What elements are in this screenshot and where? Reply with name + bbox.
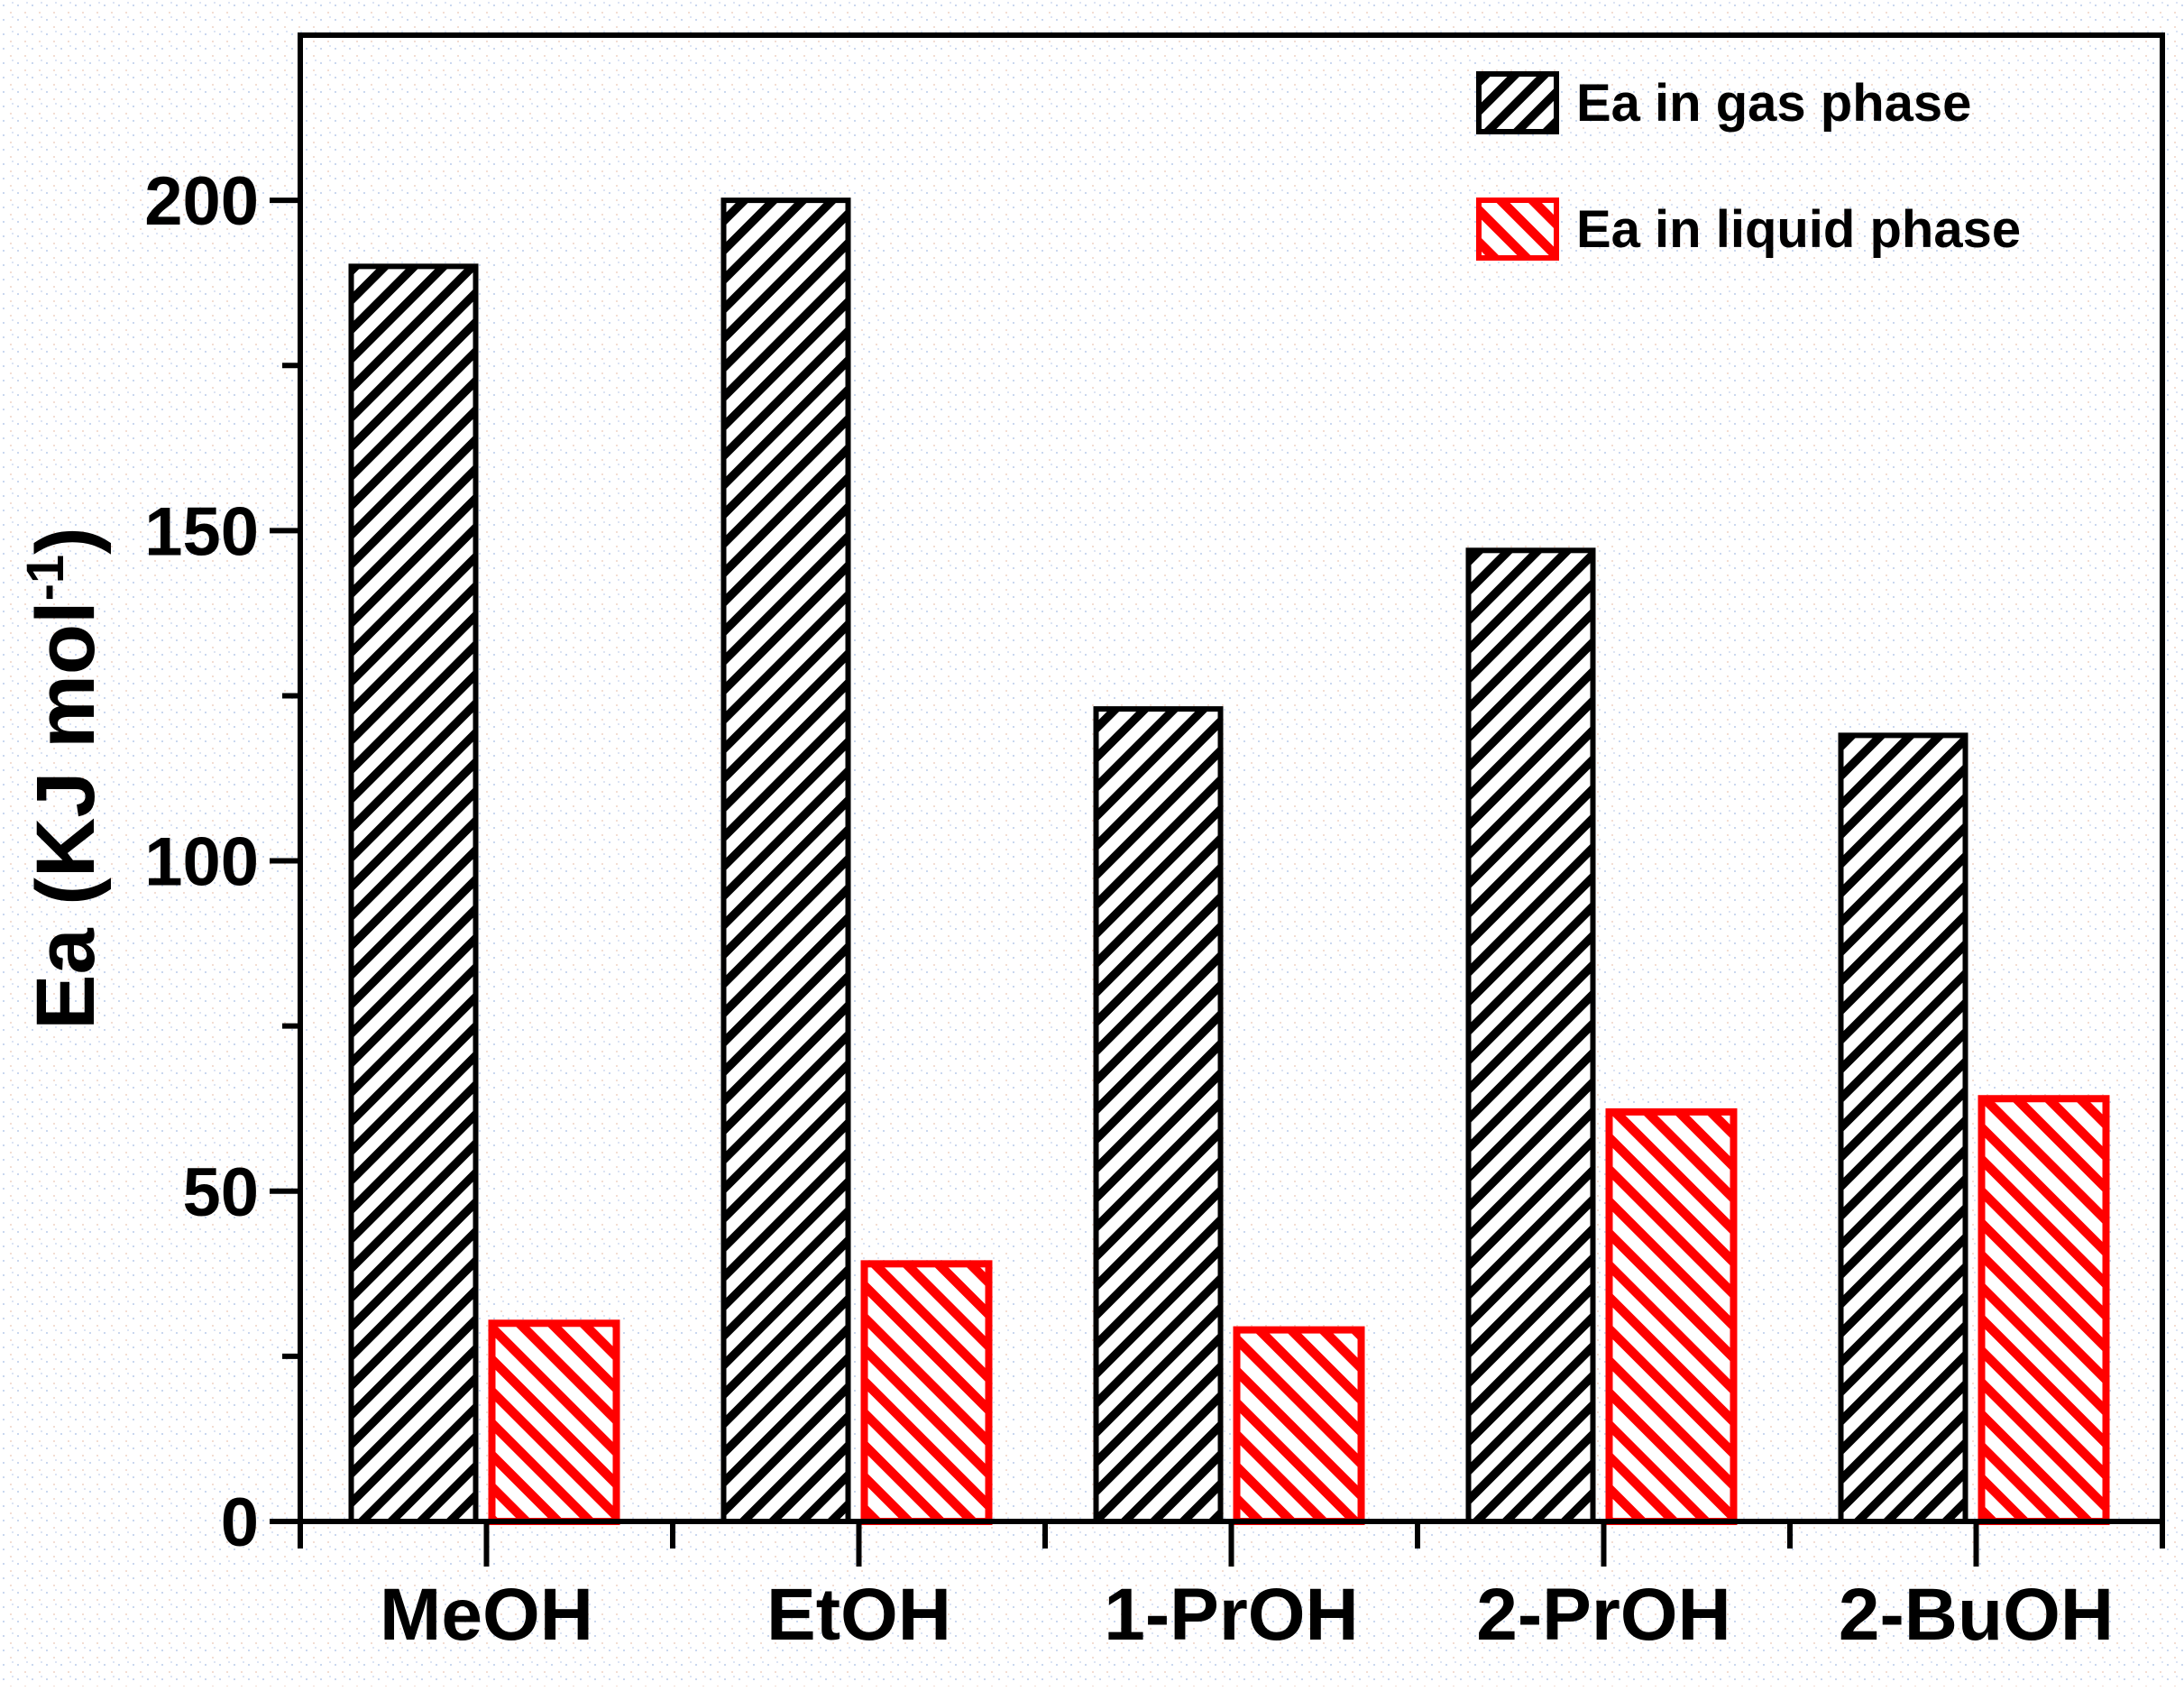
y-tick-label-100: 100 <box>144 824 259 901</box>
y-tick-label-150: 150 <box>144 493 259 570</box>
y-axis-title-end: ) <box>20 527 112 555</box>
y-tick-label-200: 200 <box>144 163 259 240</box>
y-axis-title-main: Ea (KJ mol <box>20 601 112 1029</box>
x-category-label-2-buoh: 2-BuOH <box>1839 1574 2114 1656</box>
y-tick-labels: 0 50 100 150 200 <box>144 163 259 1561</box>
bar-meoh-liquid <box>488 1319 620 1526</box>
bar-etoh-liquid <box>860 1260 993 1525</box>
bar-2-proh-gas <box>1465 547 1596 1524</box>
legend-item-liquid: Ea in liquid phase <box>1476 198 2021 261</box>
bar-1-proh-liquid <box>1233 1326 1365 1525</box>
bar-meoh-gas <box>348 263 479 1524</box>
x-category-label-meoh: MeOH <box>380 1574 593 1656</box>
liquid-hatch-swatch-icon <box>1476 198 1559 261</box>
gas-hatch-swatch-icon <box>1476 71 1559 134</box>
bar-2-proh-liquid <box>1605 1107 1738 1525</box>
x-category-label-etoh: EtOH <box>766 1574 951 1656</box>
axis-ticks-layer <box>270 198 2165 1567</box>
bar-1-proh-gas <box>1093 706 1224 1524</box>
legend: Ea in gas phase Ea in liquid phase <box>1476 71 2021 261</box>
x-category-label-1-proh: 1-PrOH <box>1104 1574 1359 1656</box>
x-category-labels: MeOH EtOH 1-PrOH 2-PrOH 2-BuOH <box>380 1574 2114 1656</box>
y-axis-title: Ea (KJ mol-1) <box>16 527 112 1030</box>
x-category-label-2-proh: 2-PrOH <box>1476 1574 1731 1656</box>
bar-etoh-gas <box>720 198 851 1525</box>
y-axis-title-superscript: -1 <box>16 555 75 602</box>
legend-item-gas: Ea in gas phase <box>1476 71 1971 134</box>
legend-label-liquid: Ea in liquid phase <box>1576 200 2021 259</box>
legend-label-gas: Ea in gas phase <box>1576 74 1971 133</box>
y-tick-label-50: 50 <box>182 1154 259 1231</box>
bars-layer <box>348 198 2110 1526</box>
bar-2-buoh-liquid <box>1978 1095 2110 1526</box>
y-tick-label-0: 0 <box>221 1484 259 1561</box>
bar-2-buoh-gas <box>1838 732 1968 1524</box>
